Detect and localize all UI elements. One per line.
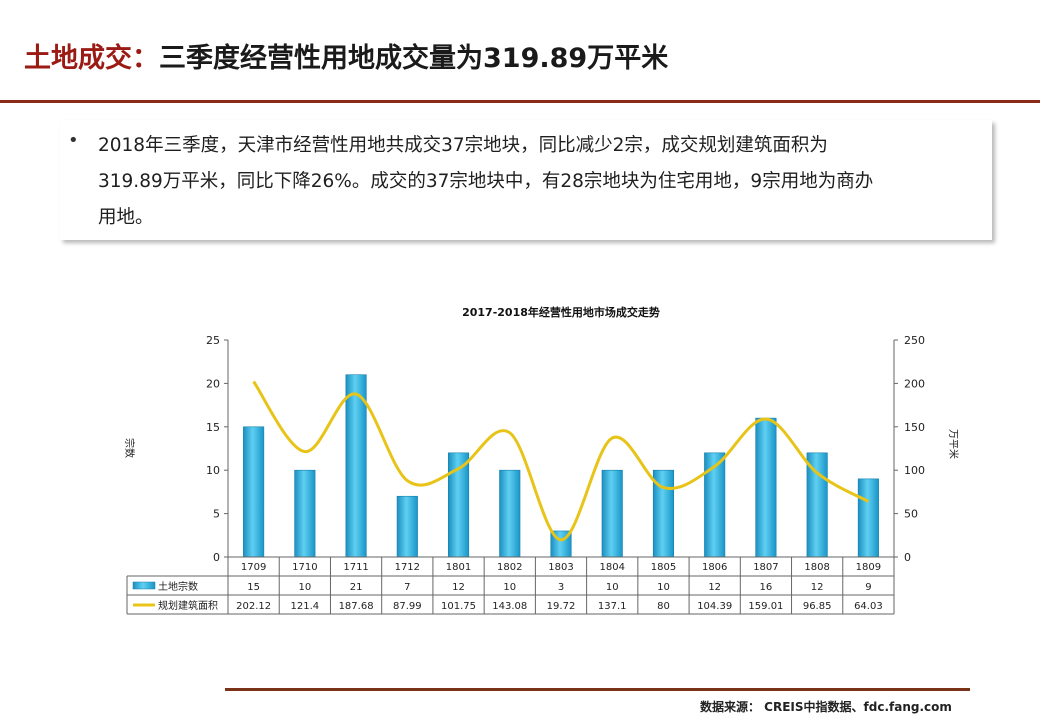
bar-1808 (806, 452, 828, 558)
bar-1802 (499, 469, 521, 558)
y-left-tick-label: 15 (206, 421, 220, 434)
bar-value-label-1807: 16 (760, 582, 773, 593)
line-value-label-1802: 143.08 (492, 601, 527, 612)
bar-1807 (755, 417, 777, 558)
summary-line-2: 319.89万平米，同比下降26%。成交的37宗地块中，有28宗地块为住宅用地，… (98, 171, 874, 192)
bar-value-label-1801: 12 (452, 582, 465, 593)
summary-line-1: 2018年三季度，天津市经营性用地共成交37宗地块，同比减少2宗，成交规划建筑面… (98, 135, 828, 156)
line-value-label-1804: 137.1 (598, 601, 627, 612)
x-tick-label-1803: 1803 (548, 562, 573, 573)
bar-value-label-1802: 10 (503, 582, 516, 593)
y-left-tick-label: 20 (206, 377, 220, 390)
bar-1710 (294, 469, 316, 558)
x-tick-label-1804: 1804 (600, 562, 625, 573)
footer-divider (225, 688, 970, 691)
bar-value-label-1712: 7 (404, 582, 410, 593)
line-value-label-1808: 96.85 (803, 601, 832, 612)
x-tick-label-1801: 1801 (446, 562, 471, 573)
bar-value-label-1806: 12 (708, 582, 721, 593)
y-right-tick-label: 100 (904, 464, 925, 477)
data-source: 数据来源： CREIS中指数据、fdc.fang.com (700, 700, 952, 714)
y-right-axis-label: 万平米 (947, 429, 960, 459)
line-value-label-1712: 87.99 (393, 601, 422, 612)
line-value-label-1710: 121.4 (291, 601, 320, 612)
y-right-tick-label: 250 (904, 334, 925, 347)
bar-value-label-1809: 9 (865, 582, 871, 593)
x-tick-label-1711: 1711 (343, 562, 368, 573)
summary-box: • 2018年三季度，天津市经营性用地共成交37宗地块，同比减少2宗，成交规划建… (60, 120, 992, 240)
bar-1712 (396, 495, 418, 558)
bar-value-label-1805: 10 (657, 582, 670, 593)
y-right-tick-label: 50 (904, 508, 918, 521)
y-right-tick-label: 0 (904, 551, 911, 564)
title-main: 三季度经营性用地成交量为319.89万平米 (159, 43, 669, 74)
x-tick-label-1802: 1802 (497, 562, 522, 573)
x-tick-label-1808: 1808 (804, 562, 829, 573)
line-value-label-1801: 101.75 (441, 601, 476, 612)
legend-bar-swatch (132, 581, 156, 590)
bar-value-label-1804: 10 (606, 582, 619, 593)
bar-value-label-1803: 3 (558, 582, 564, 593)
line-value-label-1807: 159.01 (748, 601, 783, 612)
bar-value-label-1711: 21 (350, 582, 363, 593)
line-series-area (252, 380, 870, 542)
line-value-label-1803: 19.72 (547, 601, 576, 612)
line-value-label-1805: 80 (657, 601, 670, 612)
x-tick-label-1809: 1809 (856, 562, 881, 573)
bullet-icon: • (68, 130, 79, 151)
bar-1804 (601, 469, 623, 558)
bar-1709 (243, 426, 265, 558)
line-value-label-1711: 187.68 (339, 601, 374, 612)
title-divider (0, 100, 1040, 103)
x-tick-label-1710: 1710 (292, 562, 317, 573)
page-title: 土地成交：三季度经营性用地成交量为319.89万平米 (24, 36, 668, 75)
x-tick-label-1807: 1807 (753, 562, 778, 573)
y-left-tick-label: 0 (213, 551, 220, 564)
bar-value-label-1709: 15 (247, 582, 260, 593)
line-value-label-1709: 202.12 (236, 601, 271, 612)
bar-value-label-1710: 10 (298, 582, 311, 593)
summary-text: 2018年三季度，天津市经营性用地共成交37宗地块，同比减少2宗，成交规划建筑面… (98, 128, 986, 236)
x-tick-label-1806: 1806 (702, 562, 727, 573)
legend-line-label: 规划建筑面积 (158, 599, 218, 612)
line-value-label-1809: 64.03 (854, 601, 883, 612)
y-left-tick-label: 5 (213, 508, 220, 521)
x-tick-label-1709: 1709 (241, 562, 266, 573)
bar-1711 (345, 374, 367, 558)
x-tick-label-1712: 1712 (395, 562, 420, 573)
bar-value-label-1808: 12 (811, 582, 824, 593)
chart-title: 2017-2018年经营性用地市场成交走势 (462, 305, 660, 319)
y-left-tick-label: 10 (206, 464, 220, 477)
bar-1809 (857, 478, 879, 558)
summary-line-3: 用地。 (98, 207, 154, 228)
bar-1806 (704, 452, 726, 558)
legend-bar-label: 土地宗数 (158, 580, 198, 593)
y-left-axis-label: 宗数 (123, 438, 136, 458)
y-right-tick-label: 150 (904, 421, 925, 434)
line-value-label-1806: 104.39 (697, 601, 732, 612)
y-right-tick-label: 200 (904, 377, 925, 390)
title-prefix: 土地成交： (24, 43, 159, 74)
x-tick-label-1805: 1805 (651, 562, 676, 573)
y-left-tick-label: 25 (206, 334, 220, 347)
